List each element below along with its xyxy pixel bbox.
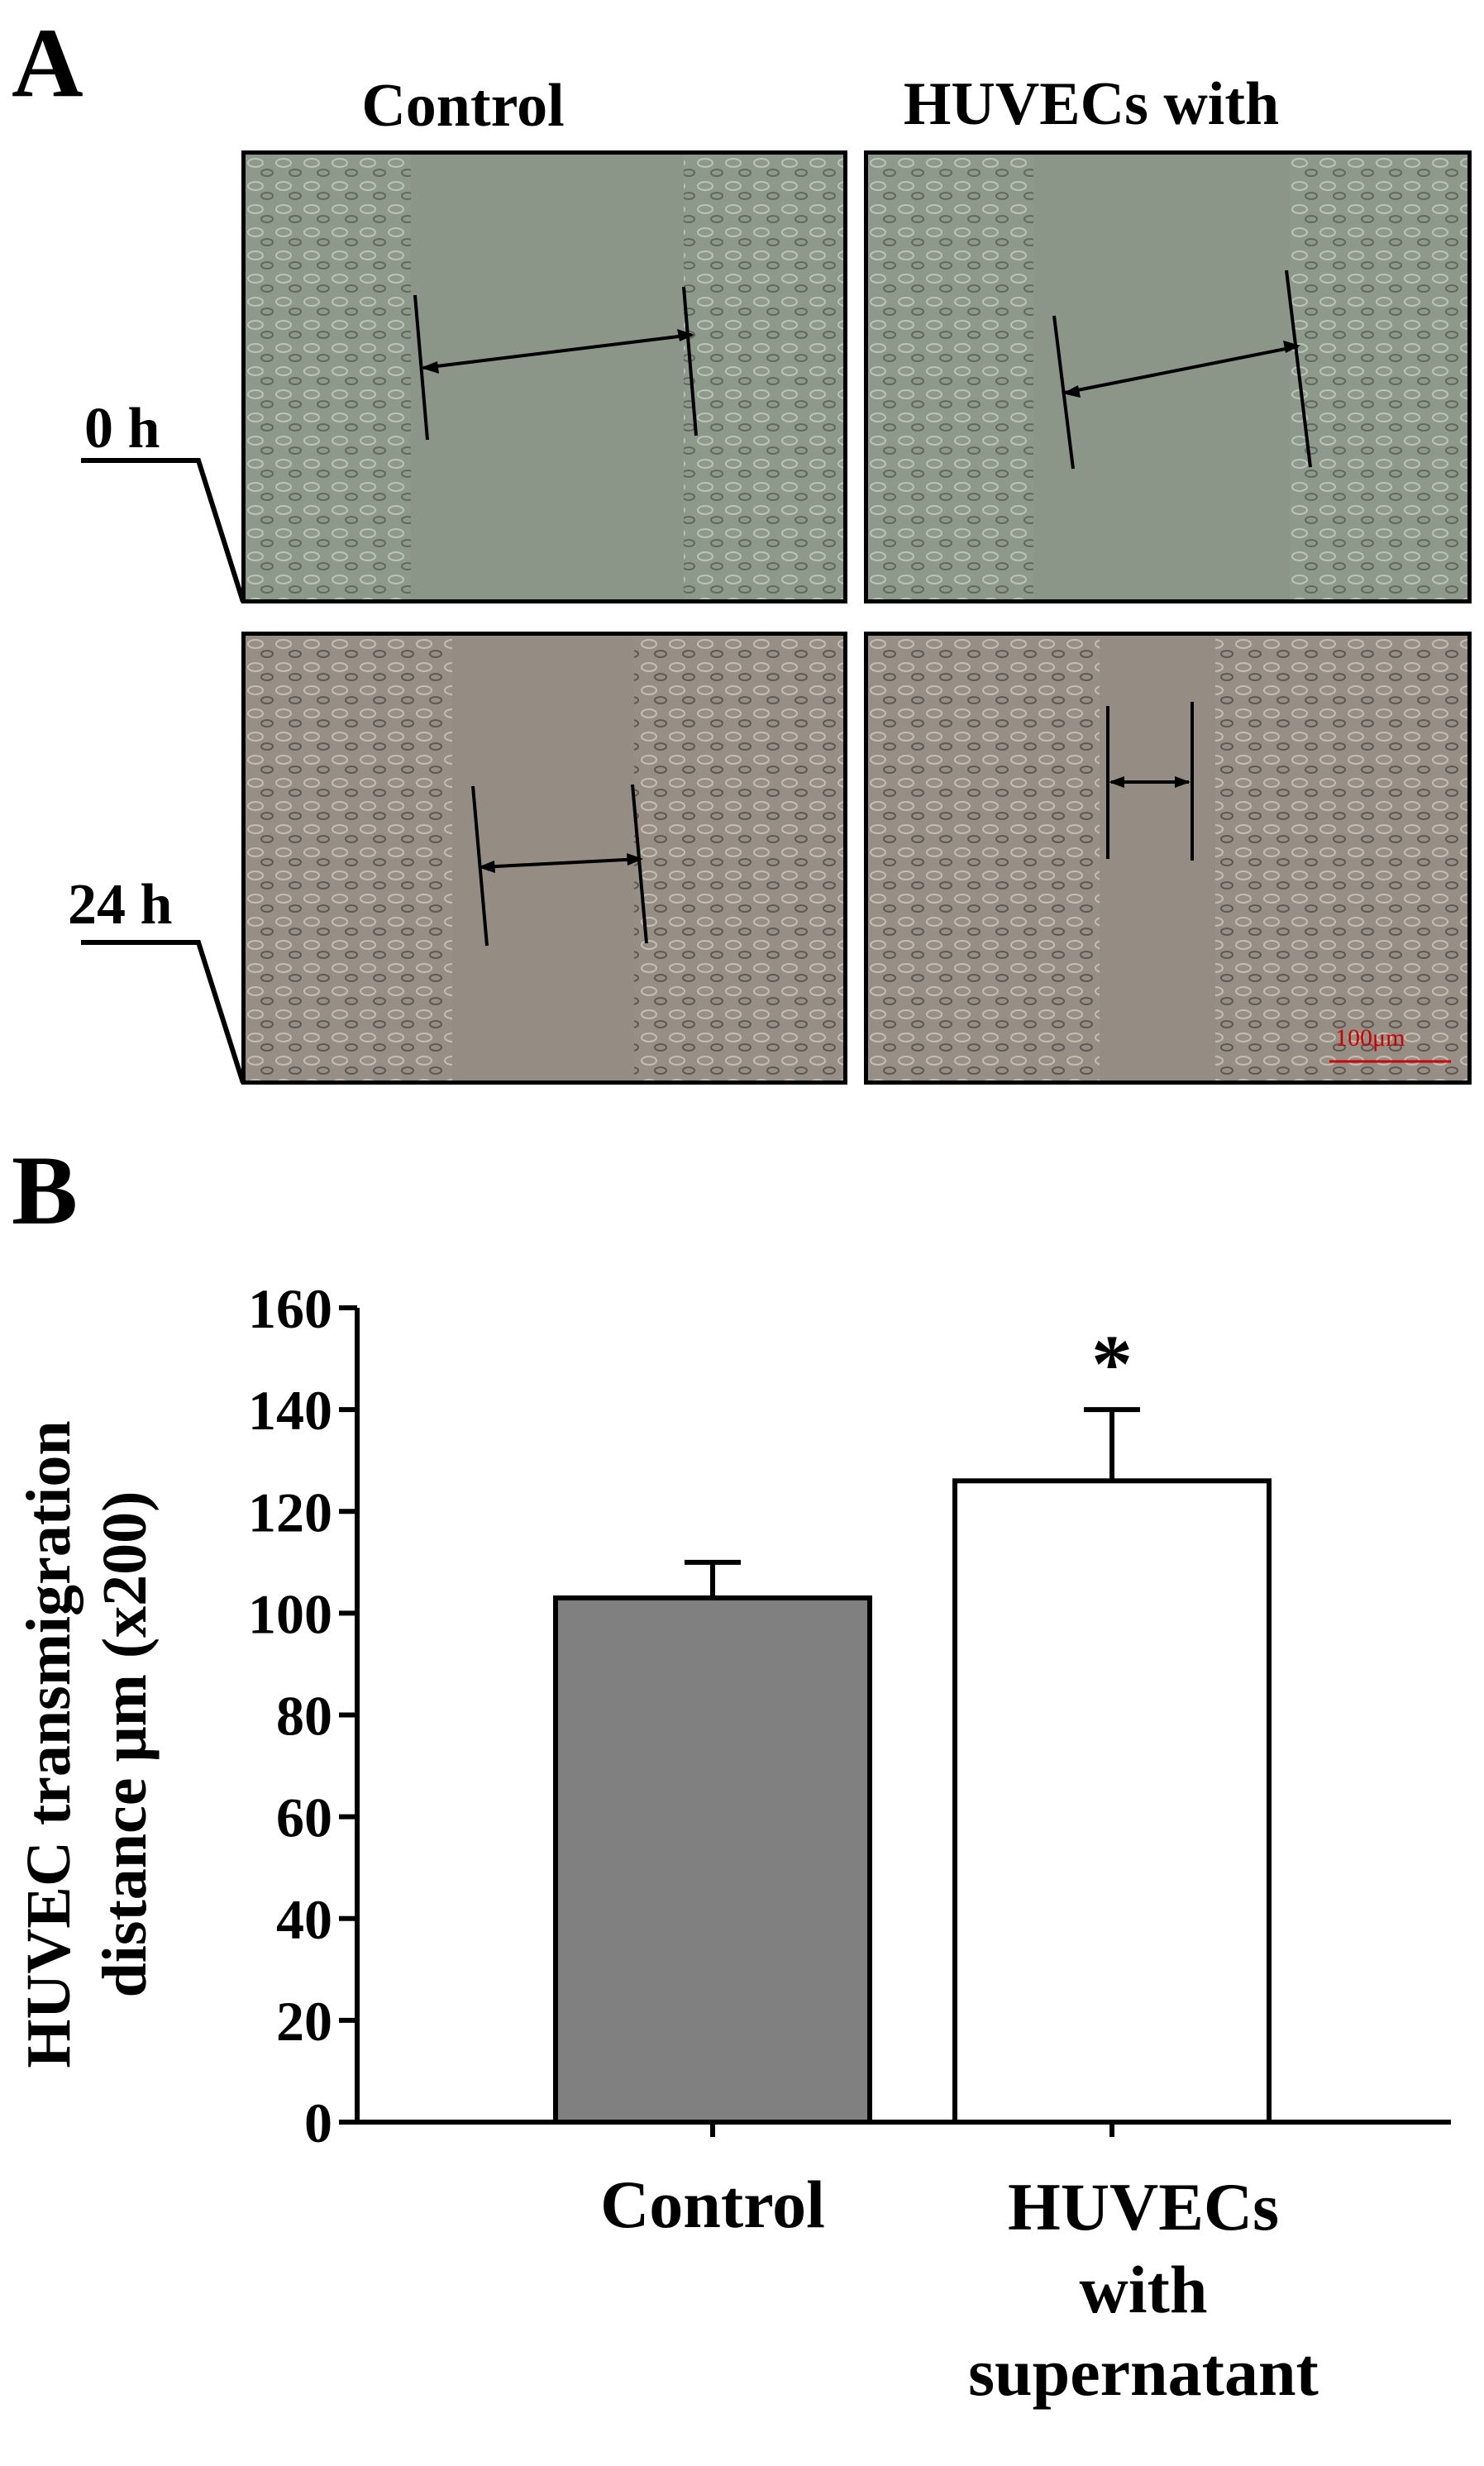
panel-a-letter: A: [12, 7, 84, 117]
y-tick-label: 40: [276, 1888, 332, 1951]
y-tick-label: 60: [276, 1786, 332, 1849]
micrograph-huvecs-24h-art: [868, 636, 1467, 1080]
column-header-control: Control: [298, 71, 628, 141]
micrograph-control-0h-art: [246, 155, 843, 599]
micrograph-control-24h-art: [246, 636, 843, 1080]
row-label-0h: 0 h: [84, 397, 160, 460]
y-tick-label: 120: [248, 1481, 332, 1543]
x-label-huvecs: HUVECs with supernatant: [968, 2169, 1319, 2410]
row-label-24h: 24 h: [68, 873, 173, 937]
significance-star: *: [1091, 1318, 1133, 1409]
micrograph-huvecs-0h: [864, 150, 1472, 603]
y-tick-label: 0: [304, 2092, 332, 2154]
y-tick-label: 80: [276, 1685, 332, 1748]
panel-b-letter: B: [12, 1135, 79, 1245]
y-tick-label: 100: [248, 1582, 332, 1645]
y-tick-label: 140: [248, 1379, 332, 1442]
column-header-control-text: Control: [361, 72, 565, 140]
micrograph-control-24h: [241, 632, 847, 1085]
y-tick-label: 20: [276, 1990, 332, 2053]
column-separator: [847, 150, 864, 1085]
micrograph-huvecs-0h-art: [868, 155, 1467, 599]
scale-bar-label: 100μm: [1335, 1024, 1405, 1052]
micrograph-huvecs-24h: 100μm: [864, 632, 1472, 1085]
x-label-control: Control: [600, 2167, 825, 2242]
bar-huvecs: [952, 1478, 1272, 2125]
y-tick-label: 160: [248, 1277, 332, 1340]
micrograph-control-0h: [241, 150, 847, 603]
row-leader-lines: [81, 458, 246, 1084]
bar-control: [553, 1595, 872, 2125]
